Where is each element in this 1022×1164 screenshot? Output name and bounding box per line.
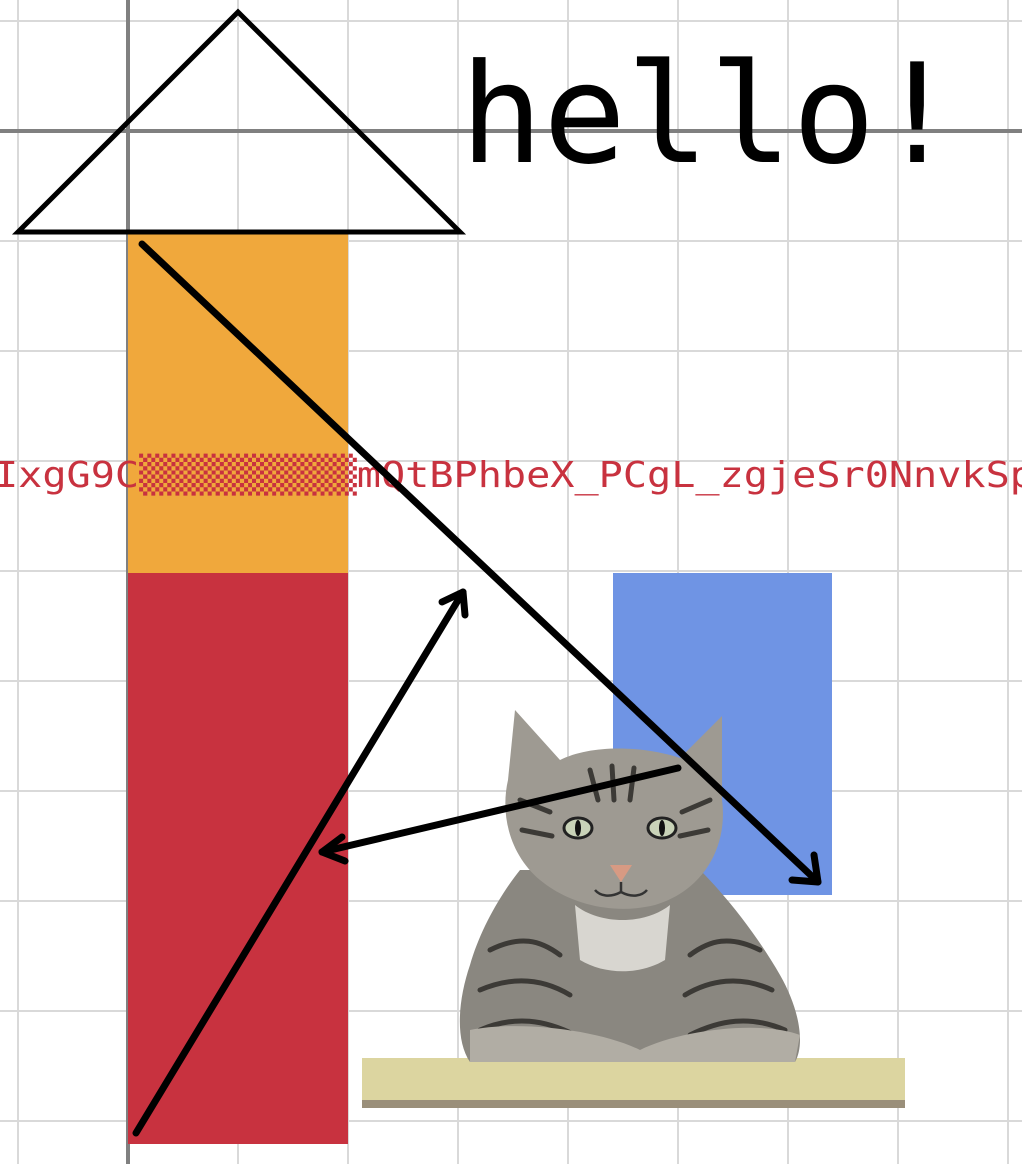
red-block xyxy=(128,573,348,1144)
diagonal-arrow xyxy=(138,240,822,886)
cat-paws xyxy=(470,1026,800,1062)
triangle-shape xyxy=(11,8,467,235)
diagonal-arrow-head xyxy=(788,851,822,886)
cat-eyes xyxy=(562,816,678,840)
cat-head xyxy=(505,710,723,909)
cat-chest xyxy=(575,905,670,972)
hello-text: hello! xyxy=(460,34,959,195)
arrows xyxy=(132,240,822,1137)
double-arrow xyxy=(318,764,682,856)
cat-mat xyxy=(362,1058,905,1108)
upward-arrow-head xyxy=(438,588,469,619)
double-arrow-head xyxy=(318,833,349,865)
cat-image xyxy=(362,710,905,1108)
code-text: IxgG9C▒▒▒▒▒▒▒▒▒mQtBPhbeX_PCgL_zgjeSr0Nnv… xyxy=(0,453,1022,496)
upward-arrow xyxy=(132,588,467,1137)
cat-nose xyxy=(610,865,632,882)
